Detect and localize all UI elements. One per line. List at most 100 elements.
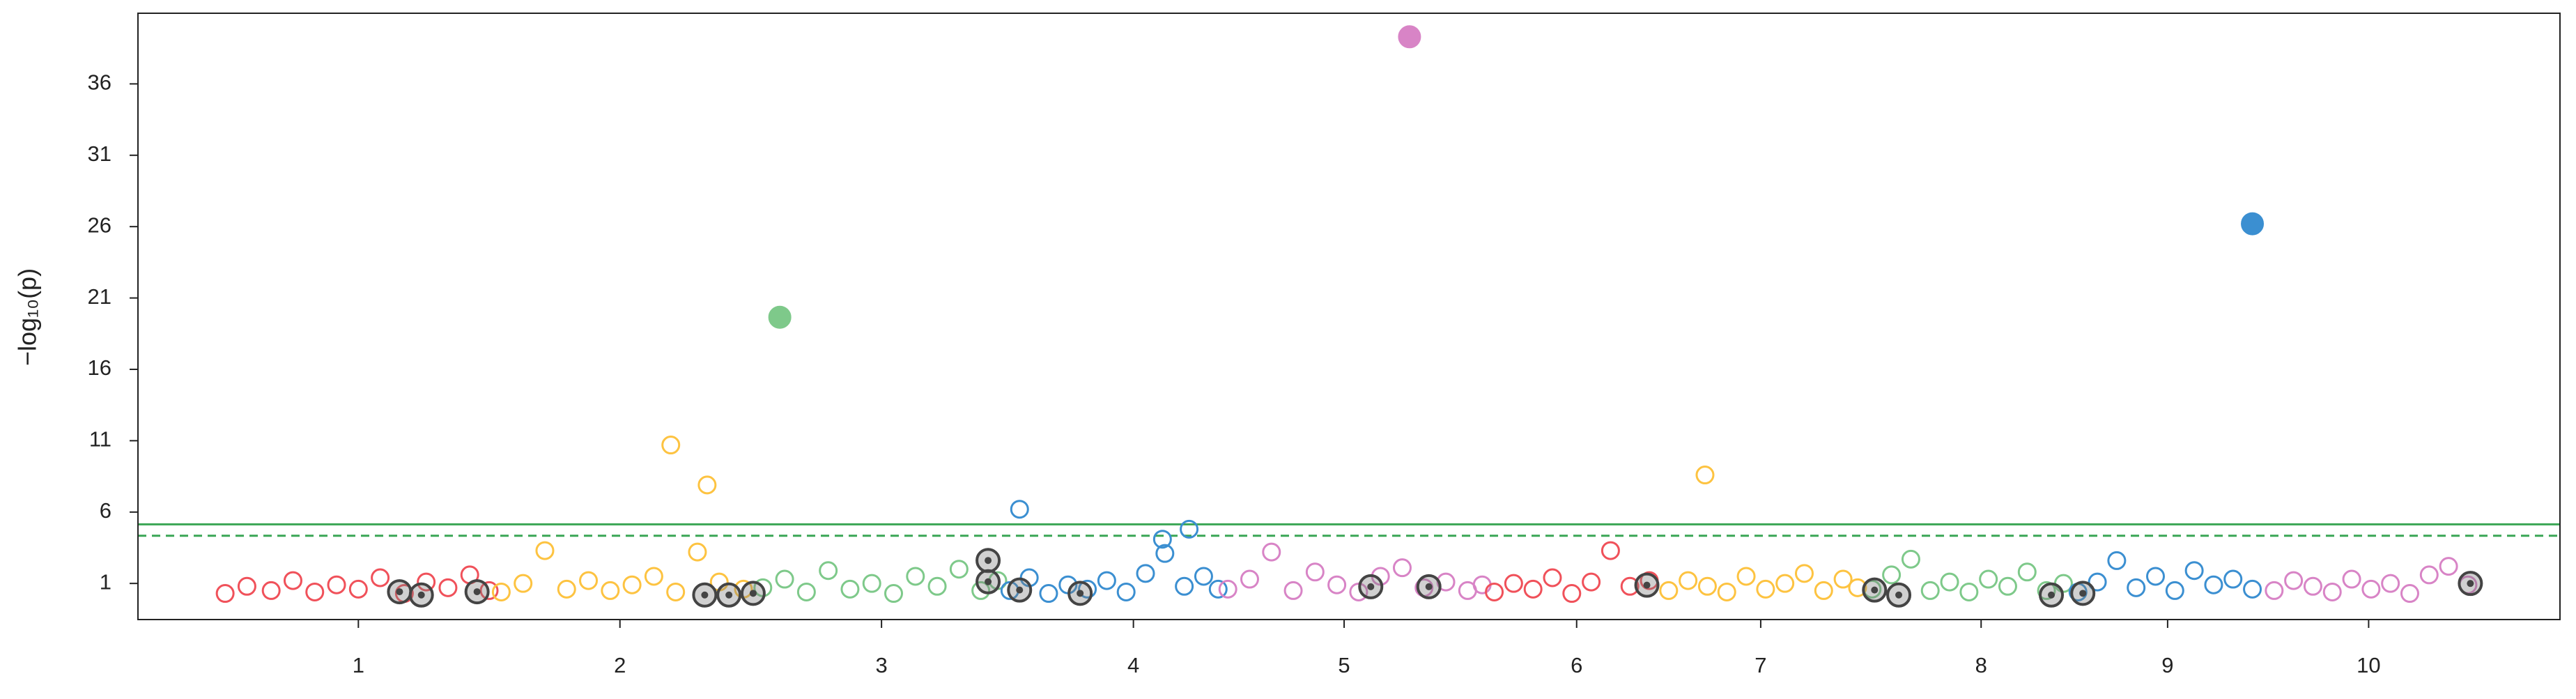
- x-tick-label: 4: [1127, 653, 1139, 677]
- highlight-point: [408, 582, 434, 608]
- point: [283, 571, 302, 590]
- point: [1180, 519, 1199, 539]
- point: [1116, 582, 1136, 601]
- point: [2184, 561, 2204, 581]
- point: [579, 571, 599, 590]
- point: [661, 436, 681, 455]
- point: [261, 581, 281, 600]
- point: [2204, 575, 2223, 594]
- point: [2017, 562, 2037, 582]
- point: [1814, 581, 1833, 600]
- point: [666, 582, 686, 601]
- point: [2223, 569, 2243, 589]
- point: [215, 584, 235, 604]
- highlight-point: [1007, 577, 1033, 603]
- point: [1833, 569, 1853, 589]
- point: [1504, 574, 1523, 593]
- point: [1794, 564, 1814, 583]
- point: [644, 567, 663, 586]
- highlight-point: [2458, 571, 2483, 597]
- point: [2439, 557, 2458, 576]
- point: [927, 576, 947, 596]
- highlight-point: [1358, 574, 1384, 599]
- point: [1398, 25, 1421, 49]
- y-tick-label: 6: [100, 498, 111, 523]
- point: [2037, 581, 2056, 600]
- point: [438, 578, 458, 597]
- point: [819, 561, 838, 581]
- point: [1697, 576, 1717, 596]
- point: [2400, 584, 2419, 604]
- point: [1940, 572, 1959, 592]
- point: [1523, 579, 1543, 599]
- point: [2146, 567, 2166, 586]
- plot-frame: [137, 13, 2561, 620]
- point: [1998, 576, 2017, 596]
- highlight-point: [2070, 581, 2096, 606]
- highlight-point: [2039, 582, 2065, 608]
- point: [2419, 565, 2439, 585]
- highlight-point: [975, 569, 1001, 594]
- highlight-point: [740, 581, 766, 606]
- point: [305, 582, 325, 601]
- point: [1078, 579, 1097, 599]
- point: [697, 475, 717, 495]
- point: [2241, 212, 2265, 236]
- point: [1136, 564, 1155, 583]
- point: [417, 572, 436, 592]
- x-tick-label: 2: [614, 653, 626, 677]
- point: [1208, 579, 1228, 599]
- highlight-point: [464, 579, 490, 605]
- point: [884, 584, 904, 604]
- point: [1039, 584, 1058, 604]
- point: [2361, 579, 2381, 599]
- point: [1959, 582, 1979, 601]
- point: [1472, 575, 1492, 594]
- x-tick-label: 6: [1571, 653, 1582, 677]
- x-tick-label: 8: [1975, 653, 1987, 677]
- y-tick-label: 31: [88, 141, 111, 166]
- point: [1659, 581, 1679, 600]
- y-tick-label: 26: [88, 213, 111, 237]
- point: [2381, 574, 2400, 593]
- highlight-point: [975, 548, 1001, 574]
- point: [2127, 578, 2146, 597]
- highlight-point: [716, 582, 742, 608]
- point: [1848, 578, 1867, 597]
- point: [2088, 572, 2107, 592]
- point: [906, 567, 925, 586]
- x-tick-label: 9: [2161, 653, 2173, 677]
- point: [1194, 567, 1213, 586]
- point: [1543, 568, 1562, 587]
- point: [601, 581, 620, 600]
- point: [1283, 581, 1303, 600]
- point: [796, 582, 816, 601]
- y-tick-label: 1: [100, 569, 111, 594]
- point: [1601, 541, 1620, 560]
- point: [2243, 579, 2262, 599]
- point: [1262, 542, 1281, 562]
- point: [862, 574, 881, 593]
- point: [1485, 582, 1504, 601]
- point: [1305, 562, 1325, 582]
- point: [2265, 581, 2284, 600]
- x-tick-label: 10: [2357, 653, 2380, 677]
- highlight-point: [1416, 574, 1442, 599]
- x-tick-label: 1: [353, 653, 364, 677]
- highlight-point: [1634, 572, 1660, 598]
- point: [2322, 582, 2342, 601]
- highlight-point: [1886, 582, 1912, 608]
- point: [371, 568, 390, 587]
- highlight-point: [387, 579, 412, 605]
- y-tick-label: 36: [88, 70, 111, 95]
- point: [1010, 500, 1029, 519]
- highlight-point: [1067, 581, 1093, 606]
- point: [557, 579, 576, 599]
- x-tick-label: 3: [876, 653, 888, 677]
- point: [2284, 571, 2304, 590]
- point: [688, 542, 707, 562]
- point: [1582, 572, 1601, 592]
- point: [327, 575, 346, 594]
- point: [1756, 579, 1775, 599]
